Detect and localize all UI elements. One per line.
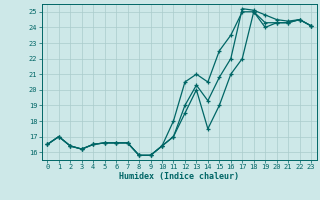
X-axis label: Humidex (Indice chaleur): Humidex (Indice chaleur): [119, 172, 239, 181]
